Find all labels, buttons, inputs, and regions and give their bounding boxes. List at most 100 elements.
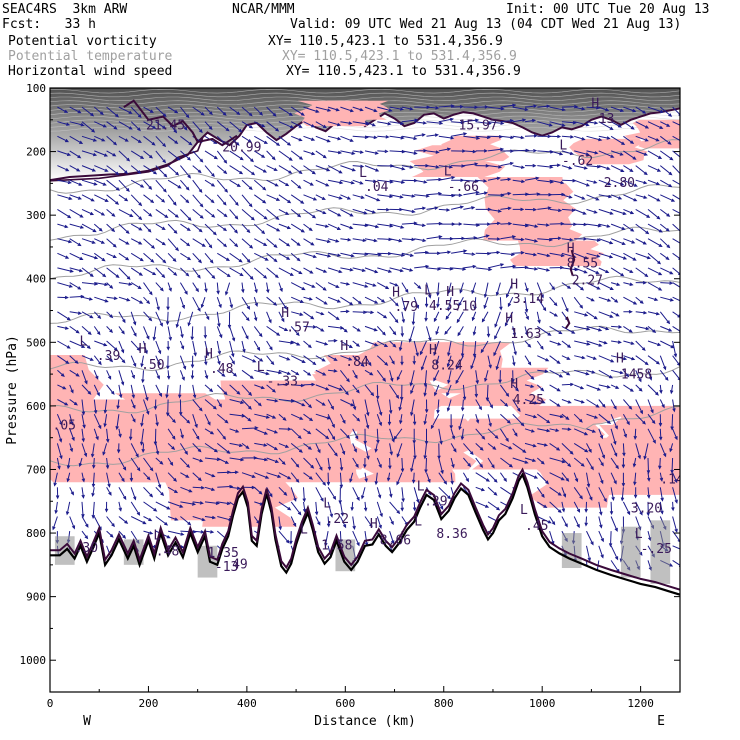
wind-vector	[241, 121, 254, 129]
wind-vector	[647, 209, 661, 220]
wind-vector	[352, 121, 370, 126]
wind-vector	[118, 311, 126, 324]
wind-vector	[401, 282, 409, 294]
wind-vector	[229, 267, 244, 277]
wind-vector	[69, 179, 83, 186]
wind-vector	[266, 121, 280, 132]
wind-vector	[315, 282, 327, 291]
wind-vector	[598, 296, 612, 302]
wind-vector	[472, 326, 477, 336]
pv-extremum-label: H	[505, 312, 513, 327]
wind-vector	[253, 267, 268, 279]
wind-vector	[103, 414, 108, 428]
wind-vector	[303, 267, 314, 274]
wind-vector	[155, 121, 167, 130]
wind-vector	[143, 472, 151, 481]
wind-vector	[494, 311, 501, 328]
wind-vector	[561, 297, 569, 313]
wind-vector	[241, 472, 256, 478]
wind-vector	[340, 326, 348, 333]
field-name-theta: Potential temperature	[8, 49, 173, 64]
wind-vector	[401, 135, 418, 141]
wind-vector	[623, 325, 633, 333]
wind-vector	[647, 106, 664, 114]
wind-vector	[315, 296, 328, 305]
pv-extremum-label: 4.25	[513, 393, 544, 408]
wind-vector	[167, 106, 179, 114]
wind-vector	[436, 297, 440, 308]
wind-vector	[241, 223, 251, 234]
wind-vector	[481, 311, 489, 323]
pv-extremum-label: 13	[599, 112, 615, 127]
wind-vector	[610, 428, 617, 446]
wind-vector	[339, 413, 346, 424]
wind-vector	[471, 311, 477, 322]
wind-vector	[216, 165, 228, 175]
wind-vector	[414, 250, 430, 255]
wind-vector	[167, 179, 182, 189]
wind-vector	[660, 296, 674, 302]
wind-vector	[204, 515, 217, 520]
wind-vector	[266, 252, 278, 263]
wind-vector	[658, 457, 662, 470]
wind-vector	[573, 442, 589, 453]
wind-vector	[69, 487, 74, 496]
wind-vector	[327, 238, 340, 243]
wind-vector	[460, 428, 465, 441]
wind-vector	[364, 384, 375, 397]
pv-extremum-label: H	[446, 285, 454, 300]
terrain-mask	[50, 467, 680, 692]
wind-vector	[512, 399, 521, 413]
wind-vector	[573, 472, 579, 483]
pv-extremum-label: H	[281, 306, 289, 321]
wind-vector	[623, 106, 637, 113]
wind-vector	[659, 399, 665, 409]
wind-vector	[487, 221, 501, 226]
y-tick-label: 600	[26, 400, 46, 413]
field-xy-wind: XY= 110.5,423.1 to 531.4,356.9	[286, 64, 521, 79]
wind-vector	[512, 428, 518, 437]
wind-vector	[524, 297, 529, 314]
wind-vector	[278, 208, 290, 215]
wind-vector	[266, 325, 281, 336]
wind-vector	[623, 252, 637, 261]
wind-vector	[278, 179, 290, 187]
wind-vector	[524, 442, 537, 448]
wind-vector	[216, 179, 229, 193]
wind-vector	[303, 311, 315, 320]
wind-vector	[327, 487, 337, 500]
wind-vector	[414, 194, 430, 198]
upper-theta-line	[50, 88, 680, 94]
wind-vector	[549, 311, 559, 317]
wind-vector	[635, 267, 649, 278]
wind-vector	[377, 267, 393, 273]
wind-vector	[340, 340, 353, 349]
wind-vector	[423, 384, 427, 397]
wind-vector	[303, 369, 312, 376]
wind-vector	[512, 165, 526, 169]
wind-vector	[155, 472, 162, 489]
wind-vector	[376, 501, 383, 518]
wind-vector	[647, 135, 660, 142]
wind-vector	[253, 209, 268, 220]
wind-vector	[118, 457, 127, 471]
wind-vector	[167, 413, 176, 424]
wind-vector	[396, 472, 403, 486]
wind-vector	[167, 267, 178, 276]
wind-vector	[352, 194, 365, 199]
wind-vector	[327, 208, 342, 217]
wind-vector	[266, 355, 275, 366]
wind-vector	[635, 150, 648, 156]
wind-vector	[253, 223, 266, 235]
wind-vector	[167, 252, 177, 263]
y-tick-label: 200	[26, 146, 46, 159]
wind-vector	[672, 530, 680, 543]
wind-vector	[327, 106, 340, 112]
wind-vector	[94, 282, 109, 287]
wind-vector	[672, 311, 680, 318]
wind-vector	[340, 208, 354, 217]
wind-vector	[254, 384, 265, 390]
wind-vector	[451, 222, 463, 226]
wind-vector	[561, 399, 572, 404]
wind-vector	[106, 121, 118, 130]
